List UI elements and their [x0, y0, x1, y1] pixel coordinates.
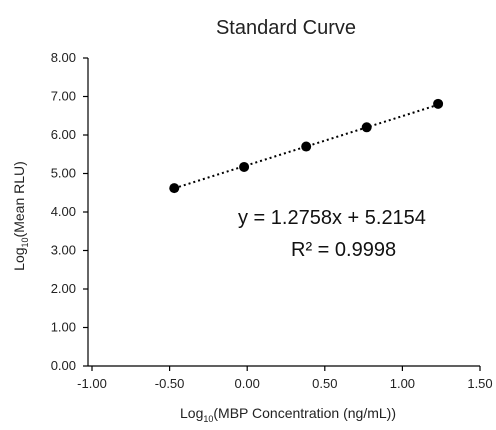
y-axis-title: Log10(Mean RLU) — [11, 161, 30, 271]
trendline — [173, 103, 439, 190]
x-tick-label: 1.00 — [390, 376, 415, 391]
y-tick-label: 2.00 — [51, 281, 76, 296]
equation-annotation: y = 1.2758x + 5.2154 — [238, 207, 426, 229]
x-axis: -1.00 -0.50 0.00 0.50 1.00 1.50 — [77, 365, 493, 391]
y-tick-label: 0.00 — [51, 358, 76, 373]
data-point — [361, 122, 372, 133]
data-point — [169, 183, 180, 194]
x-tick-label: 0.00 — [235, 376, 260, 391]
y-tick-label: 6.00 — [51, 127, 76, 142]
points-layer — [169, 98, 444, 194]
y-tick-label: 4.00 — [51, 204, 76, 219]
r-squared-annotation: R² = 0.9998 — [291, 239, 396, 261]
trendline-layer — [173, 103, 439, 190]
data-point — [239, 161, 250, 172]
x-tick-label: 0.50 — [312, 376, 337, 391]
chart-title: Standard Curve — [216, 17, 356, 39]
data-point — [301, 141, 312, 152]
x-tick-label: -0.50 — [155, 376, 185, 391]
x-tick-label: -1.00 — [77, 376, 107, 391]
data-point — [433, 98, 444, 109]
y-axis: 0.00 1.00 2.00 3.00 4.00 5.00 6.00 7.00 8.00 — [51, 50, 89, 373]
y-tick-label: 1.00 — [51, 320, 76, 335]
y-tick-label: 7.00 — [51, 89, 76, 104]
y-tick-label: 5.00 — [51, 166, 76, 181]
y-tick-label: 3.00 — [51, 243, 76, 258]
x-axis-title: Log10(MBP Concentration (ng/mL)) — [180, 405, 396, 424]
y-tick-label: 8.00 — [51, 50, 76, 65]
x-tick-label: 1.50 — [467, 376, 492, 391]
